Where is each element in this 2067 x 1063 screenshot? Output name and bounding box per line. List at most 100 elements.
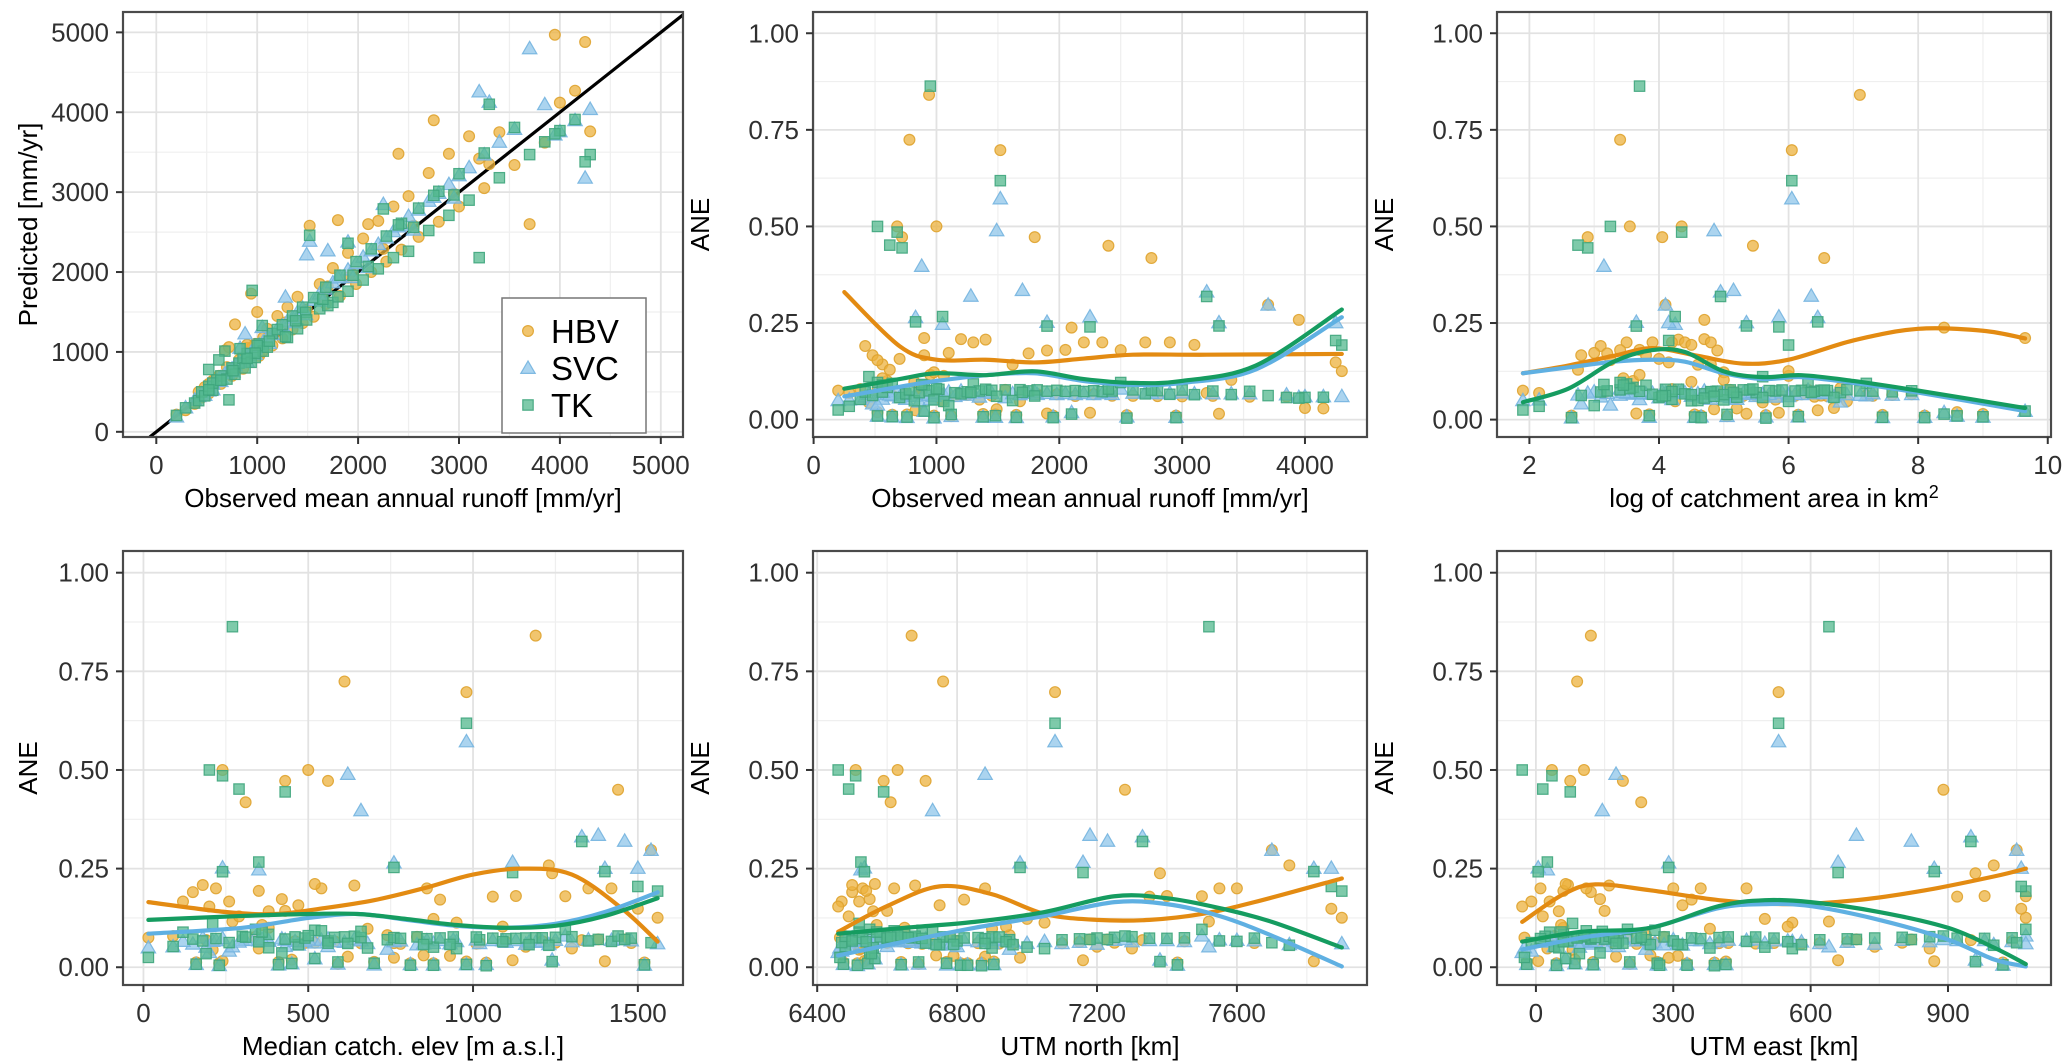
points-tk	[832, 80, 1348, 424]
gridlines	[812, 12, 1367, 437]
y-tick-label: 0.75	[1432, 115, 1483, 145]
y-axis: 0.00 0.25 0.50 0.75 1.00	[58, 558, 123, 982]
x-axis-title: UTM east [km]	[1689, 1031, 1858, 1061]
y-tick-label: 1.00	[1432, 18, 1483, 48]
y-tick-label: 0.25	[1432, 854, 1483, 884]
panel-border	[1495, 10, 2053, 439]
data-layer	[140, 620, 666, 972]
x-axis: 2 4 6 8 10	[1522, 437, 2062, 480]
y-tick-label: 2000	[51, 257, 109, 287]
y-axis-title: ANE	[1369, 198, 1399, 251]
y-tick-label: 0.25	[58, 854, 109, 884]
y-axis-title: ANE	[1369, 741, 1399, 794]
x-tick-label: 2000	[1030, 450, 1088, 480]
x-axis: 0 300 600 900	[1529, 985, 1970, 1028]
smooth-line-tk	[842, 307, 1344, 391]
panel-border	[811, 10, 1369, 439]
x-axis-title: Observed mean annual runoff [mm/yr]	[871, 483, 1308, 513]
x-tick-label: 10	[2033, 450, 2062, 480]
panel-border	[811, 549, 1369, 987]
x-tick-label: 4000	[1276, 450, 1334, 480]
y-tick-label: 0.75	[748, 656, 799, 686]
data-layer	[148, 13, 683, 437]
data-layer	[829, 80, 1351, 424]
x-tick-label: 6400	[788, 998, 846, 1028]
legend-label-hbv: HBV	[551, 313, 619, 350]
gridlines	[1497, 12, 2051, 437]
y-axis-title: ANE	[685, 198, 715, 251]
x-tick-label: 4000	[531, 450, 589, 480]
legend-label-svc: SVC	[551, 350, 619, 387]
x-axis: 0 1000 2000 3000 4000	[806, 437, 1334, 480]
y-tick-label: 0.00	[1432, 405, 1483, 435]
smooth-line-svc	[836, 899, 1344, 969]
y-axis: 0.00 0.25 0.50 0.75 1.00	[1432, 558, 1497, 982]
y-tick-label: 0.25	[748, 308, 799, 338]
gridlines	[123, 12, 683, 437]
y-tick-label: 1.00	[748, 18, 799, 48]
x-tick-label: 7600	[1208, 998, 1266, 1028]
x-tick-label: 0	[806, 450, 820, 480]
x-tick-label: 3000	[1153, 450, 1211, 480]
y-tick-label: 0.00	[748, 952, 799, 982]
y-tick-label: 0.75	[1432, 656, 1483, 686]
legend-item-hbv: HBV	[521, 313, 619, 350]
y-tick-label: 0.50	[748, 211, 799, 241]
y-tick-label: 0.00	[58, 952, 109, 982]
x-tick-label: 300	[1652, 998, 1695, 1028]
legend-label-tk: TK	[551, 387, 593, 424]
y-tick-label: 4000	[51, 97, 109, 127]
y-axis: 0.00 0.25 0.50 0.75 1.00	[748, 18, 813, 435]
panel-background	[813, 551, 1367, 985]
smooth-line-tk	[836, 893, 1344, 950]
smooth-line-hbv	[836, 876, 1344, 934]
smooth-line-svc	[1520, 901, 2028, 969]
y-axis: 0 1000 2000 3000 4000 5000	[51, 17, 123, 447]
y-tick-label: 0.75	[58, 656, 109, 686]
y-tick-label: 5000	[51, 17, 109, 47]
smooth-line-tk	[1520, 897, 2028, 967]
y-tick-label: 1.00	[748, 558, 799, 588]
y-axis-title: Predicted [mm/yr]	[13, 123, 43, 327]
x-tick-label: 3000	[430, 450, 488, 480]
y-tick-label: 0	[95, 417, 109, 447]
x-axis-title: log of catchment area in km2	[1609, 482, 1938, 513]
y-tick-label: 0.50	[1432, 211, 1483, 241]
smooth-line-tk	[146, 896, 660, 930]
x-tick-label: 6	[1781, 450, 1795, 480]
x-tick-label: 2000	[329, 450, 387, 480]
x-tick-label: 0	[149, 450, 163, 480]
panel-ane-vs-utm-east: 0 300 600 900 0.00 0.25 0.50 0.75 1.00 UTM east […	[1369, 549, 2053, 1061]
y-tick-label: 1.00	[1432, 558, 1483, 588]
y-tick-label: 0.75	[748, 115, 799, 145]
y-tick-label: 0.50	[58, 755, 109, 785]
y-tick-label: 1000	[51, 337, 109, 367]
y-tick-label: 0.25	[1432, 308, 1483, 338]
x-tick-label: 4	[1652, 450, 1666, 480]
y-axis: 0.00 0.25 0.50 0.75 1.00	[1432, 18, 1497, 435]
smooth-line-tk	[1520, 346, 2028, 411]
y-axis-title: ANE	[13, 741, 43, 794]
y-tick-label: 0.50	[1432, 755, 1483, 785]
legend-item-svc: SVC	[519, 350, 619, 387]
x-tick-label: 500	[287, 998, 330, 1028]
data-layer	[1513, 620, 2035, 972]
x-tick-label: 7200	[1068, 998, 1126, 1028]
x-tick-label: 0	[136, 998, 150, 1028]
y-tick-label: 0.00	[748, 405, 799, 435]
y-tick-label: 3000	[51, 177, 109, 207]
x-tick-label: 6800	[928, 998, 986, 1028]
x-axis-title: Observed mean annual runoff [mm/yr]	[184, 483, 621, 513]
x-axis: 6400 6800 7200 7600	[788, 985, 1266, 1028]
points-tk	[1517, 80, 2031, 424]
data-layer	[829, 620, 1351, 972]
legend-item-tk: TK	[522, 387, 593, 424]
x-tick-label: 8	[1911, 450, 1925, 480]
y-tick-label: 0.00	[1432, 952, 1483, 982]
panel-ane-vs-logarea: 2 4 6 8 10 0.00 0.25 0.50 0.75 1.00 log of catchme…	[1369, 10, 2062, 513]
y-axis: 0.00 0.25 0.50 0.75 1.00	[748, 558, 813, 982]
y-tick-label: 0.50	[748, 755, 799, 785]
